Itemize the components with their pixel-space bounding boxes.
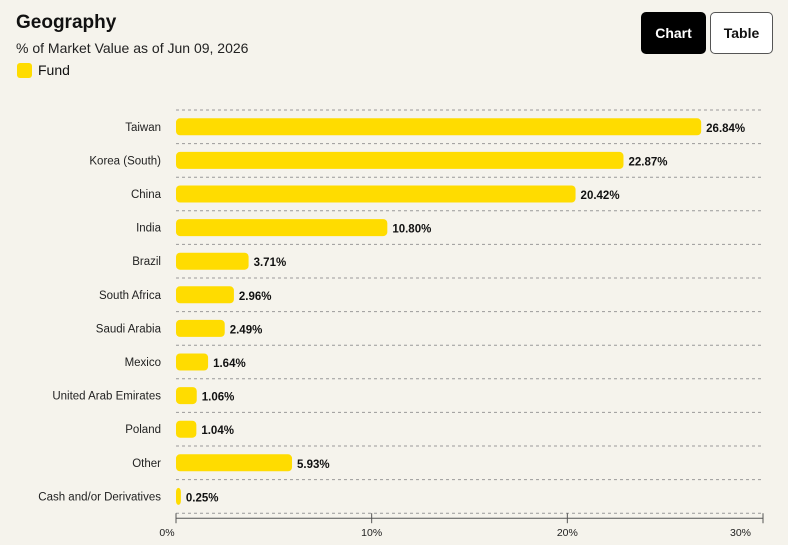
category-label: Cash and/or Derivatives (38, 491, 161, 503)
category-label: United Arab Emirates (52, 391, 161, 403)
value-label: 1.06% (202, 392, 235, 404)
value-label: 2.49% (230, 324, 263, 336)
category-label: India (136, 223, 162, 235)
category-label: Saudi Arabia (96, 323, 162, 335)
value-label: 2.96% (239, 291, 272, 303)
x-tick-label: 0% (159, 527, 174, 539)
bar (176, 387, 197, 405)
chart-view-button[interactable]: Chart (641, 12, 706, 54)
value-label: 1.04% (201, 425, 234, 437)
bar (176, 118, 702, 136)
category-label: China (131, 189, 162, 201)
legend-swatch (17, 62, 32, 78)
legend-label: Fund (38, 62, 70, 78)
bar (176, 185, 576, 203)
category-label: Korea (South) (89, 155, 161, 167)
bar (176, 420, 197, 438)
value-label: 3.71% (254, 257, 287, 269)
category-label: Brazil (132, 256, 161, 268)
category-label: Mexico (125, 357, 161, 369)
chart-title: Geography (16, 12, 117, 33)
table-view-button[interactable]: Table (710, 12, 773, 54)
bar (176, 319, 225, 337)
chart-subtitle: % of Market Value as of Jun 09, 2026 (16, 40, 249, 56)
x-tick-label: 30% (730, 527, 751, 539)
value-label: 1.64% (213, 358, 246, 370)
category-label: Taiwan (125, 122, 161, 134)
category-label: Other (132, 458, 161, 470)
category-label: Poland (125, 424, 161, 436)
value-label: 22.87% (628, 156, 667, 168)
bar (176, 219, 388, 237)
bar (176, 487, 181, 505)
bar (176, 286, 234, 304)
value-label: 26.84% (706, 123, 745, 135)
value-label: 20.42% (581, 190, 620, 202)
category-label: South Africa (99, 290, 162, 302)
bar (176, 252, 249, 270)
bar (176, 454, 293, 472)
bar (176, 353, 209, 371)
value-label: 10.80% (392, 224, 431, 236)
x-tick-label: 20% (557, 527, 578, 539)
bar (176, 151, 624, 169)
value-label: 5.93% (297, 459, 330, 471)
value-label: 0.25% (186, 492, 219, 504)
x-tick-label: 10% (361, 527, 382, 539)
legend: Fund (17, 62, 70, 78)
